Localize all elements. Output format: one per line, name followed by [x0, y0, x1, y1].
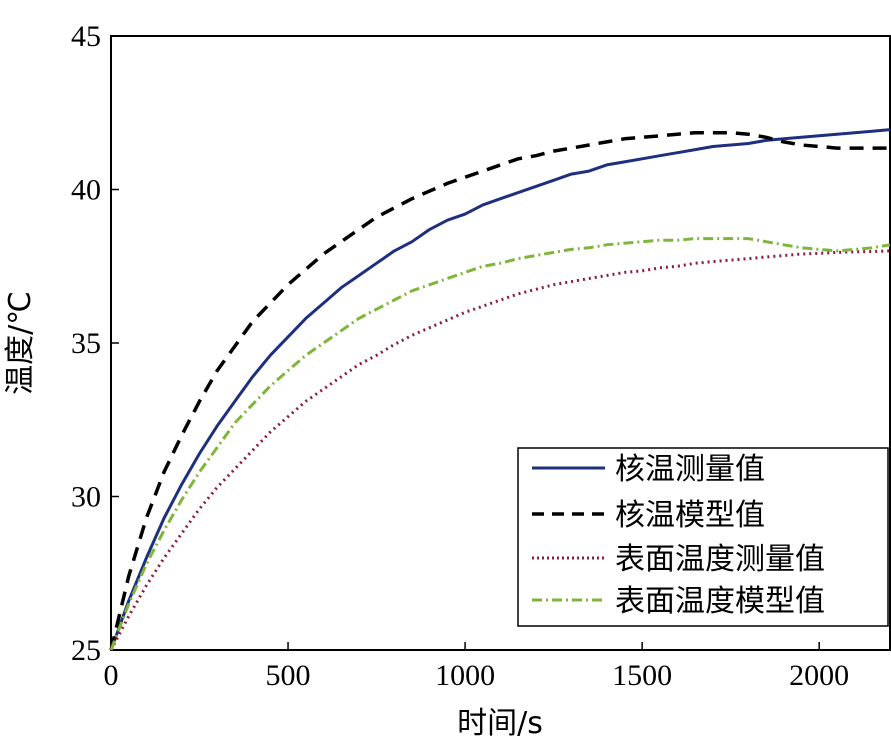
legend-label-surface-measured: 表面温度测量值: [615, 542, 825, 577]
series-line-1: [109, 130, 890, 651]
x-tick-label: 1500: [612, 659, 672, 692]
series-line-3: [109, 237, 891, 651]
axis-ticks: 0 500 1000 1500 2000 25 30 35 40 45: [71, 20, 849, 692]
x-tick-label: 0: [104, 659, 119, 692]
legend: 核温测量值 核温模型值 表面温度测量值 表面温度模型值: [517, 447, 889, 627]
y-axis-title: 温度/℃: [3, 291, 38, 395]
y-tick-label: 30: [71, 481, 101, 514]
x-tick-label: 500: [266, 659, 311, 692]
legend-label-core-measured: 核温测量值: [615, 452, 765, 487]
y-tick-label: 35: [71, 327, 101, 360]
legend-box: [517, 447, 889, 627]
x-tick-label: 1000: [435, 659, 495, 692]
series-line-2: [109, 249, 891, 651]
x-axis-title: 时间/s: [457, 706, 543, 740]
legend-label-surface-model: 表面温度模型值: [615, 584, 825, 619]
legend-label-core-model: 核温模型值: [615, 498, 765, 533]
y-tick-label: 40: [71, 174, 101, 207]
y-tick-label: 45: [71, 20, 101, 53]
series-line-0: [109, 128, 891, 651]
y-tick-label: 25: [71, 634, 101, 667]
x-tick-label: 2000: [789, 659, 849, 692]
data-series: [109, 128, 891, 651]
